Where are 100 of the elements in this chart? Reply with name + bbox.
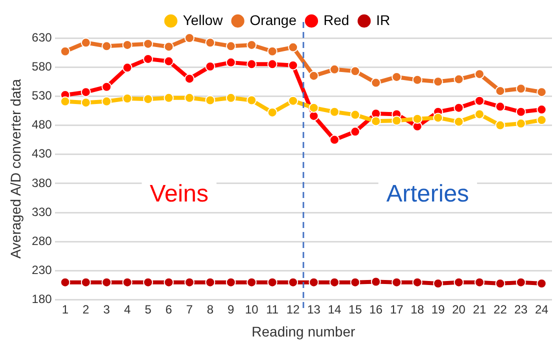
- legend-label: Red: [323, 12, 350, 28]
- point: [288, 277, 298, 288]
- point: [246, 95, 257, 106]
- point: [370, 78, 381, 88]
- point: [495, 102, 506, 112]
- y-tick-label: 630: [32, 30, 52, 44]
- point: [80, 277, 91, 288]
- point: [350, 110, 360, 120]
- x-tick-label: 4: [124, 302, 131, 316]
- point: [329, 64, 340, 74]
- point: [184, 33, 194, 43]
- point: [143, 277, 154, 288]
- x-tick-label: 12: [286, 302, 300, 316]
- point: [329, 134, 340, 145]
- y-tick-label: 380: [32, 176, 52, 190]
- point: [184, 74, 194, 84]
- x-tick-label: 14: [328, 302, 342, 316]
- point: [60, 96, 70, 106]
- x-tick-label: 17: [390, 302, 404, 316]
- x-tick-label: 15: [348, 302, 362, 316]
- point: [184, 277, 194, 288]
- point: [433, 76, 444, 87]
- point: [329, 277, 340, 288]
- point: [495, 86, 506, 96]
- point: [536, 104, 547, 115]
- point: [329, 106, 340, 117]
- point: [412, 277, 422, 288]
- point: [102, 41, 112, 52]
- legend-label: Yellow: [182, 12, 224, 28]
- point: [246, 277, 257, 288]
- point: [205, 62, 216, 72]
- point: [370, 116, 381, 126]
- point: [288, 42, 298, 52]
- point: [516, 277, 526, 288]
- point: [80, 87, 91, 98]
- point: [205, 95, 216, 106]
- annotation: Veins: [150, 180, 208, 208]
- point: [226, 92, 236, 103]
- point: [267, 107, 278, 118]
- point: [122, 94, 132, 104]
- legend-label: Orange: [250, 12, 297, 28]
- point: [474, 109, 484, 120]
- point: [122, 62, 132, 73]
- point: [350, 277, 360, 288]
- point: [536, 278, 547, 289]
- x-tick-label: 3: [103, 302, 110, 316]
- point: [454, 116, 464, 127]
- x-tick-label: 21: [472, 302, 486, 316]
- point: [60, 46, 70, 56]
- y-tick-label: 330: [32, 204, 52, 219]
- legend-label: IR: [376, 12, 390, 28]
- point: [433, 112, 444, 123]
- x-tick-label: 1: [62, 302, 69, 316]
- point: [392, 277, 402, 288]
- point: [412, 74, 422, 85]
- point: [495, 278, 506, 289]
- point: [60, 277, 70, 288]
- x-tick-label: 2: [82, 302, 90, 316]
- y-axis-title: Averaged A/D converter data: [7, 78, 24, 259]
- point: [246, 40, 257, 50]
- point: [474, 277, 484, 288]
- point: [495, 120, 506, 130]
- x-tick-label: 7: [186, 302, 194, 316]
- point: [102, 82, 112, 92]
- point: [288, 96, 298, 106]
- annotation: Arteries: [386, 180, 470, 208]
- point: [143, 54, 154, 64]
- y-tick-label: 430: [32, 146, 52, 161]
- x-tick-label: 8: [206, 302, 214, 316]
- point: [392, 116, 402, 126]
- point: [267, 46, 278, 56]
- x-axis-title: Reading number: [252, 323, 356, 340]
- y-tick-label: 480: [32, 118, 52, 132]
- point: [102, 277, 112, 288]
- point: [412, 114, 422, 124]
- x-tick-label: 6: [165, 302, 172, 316]
- point: [308, 70, 319, 81]
- point: [80, 98, 91, 108]
- point: [226, 41, 236, 52]
- point: [246, 59, 257, 70]
- point: [205, 38, 216, 48]
- point: [474, 96, 484, 106]
- point: [143, 38, 154, 49]
- point: [267, 59, 278, 70]
- x-tick-label: 18: [410, 302, 424, 316]
- point: [350, 66, 360, 76]
- x-tick-label: 24: [534, 302, 549, 316]
- point: [122, 277, 132, 288]
- y-tick-label: 280: [32, 234, 52, 248]
- point: [454, 277, 464, 288]
- point: [370, 276, 381, 287]
- x-tick-label: 10: [244, 302, 259, 316]
- point: [454, 102, 464, 113]
- point: [308, 102, 319, 113]
- point: [164, 56, 174, 66]
- point: [267, 277, 278, 288]
- point: [226, 277, 236, 288]
- x-tick-label: 9: [228, 302, 235, 316]
- point: [184, 92, 194, 103]
- point: [164, 42, 174, 52]
